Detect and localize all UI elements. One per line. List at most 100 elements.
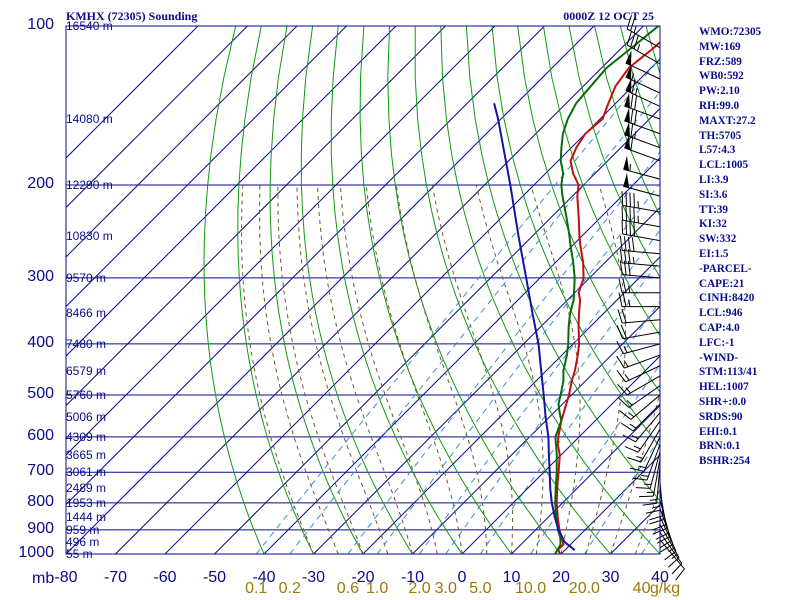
- wind-barb-half-flag: [626, 399, 633, 406]
- wind-barb-staff: [626, 44, 661, 65]
- sounding-datetime: 0000Z 12 OCT 25: [563, 9, 654, 23]
- dry-adiabat-line: [387, 26, 562, 554]
- wind-barb-flag: [631, 79, 636, 94]
- wind-barb-half-flag: [649, 498, 658, 501]
- wind-barb: [624, 134, 661, 162]
- wind-barb-flag: [627, 261, 631, 276]
- pressure-tick-label: 100: [27, 16, 54, 33]
- wind-barb: [625, 77, 661, 107]
- wind-barb-flag: [633, 221, 635, 237]
- wind-barb-flag: [630, 17, 636, 32]
- temperature-tick-label: 10: [502, 569, 521, 586]
- index-item: SHR+:0.0: [699, 395, 747, 408]
- wind-barb-staff: [622, 249, 661, 255]
- temperature-tick-label: -10: [400, 569, 425, 586]
- isotherm-line: [66, 26, 545, 506]
- wind-barb-flag: [622, 434, 636, 443]
- wind-barb: [624, 121, 661, 149]
- wind-barb: [620, 403, 661, 432]
- mixing-ratio-line: [347, 151, 660, 554]
- dry-adiabat-line: [300, 26, 413, 554]
- wind-barb-flag: [626, 15, 632, 30]
- mixing-ratio-line: [289, 91, 660, 554]
- isotherm-line: [66, 26, 248, 209]
- pressure-tick-label: 200: [27, 174, 54, 192]
- wind-barb-staff: [622, 204, 661, 213]
- wind-barb-flag: [627, 249, 631, 264]
- wind-barb-pennant: [623, 155, 630, 171]
- wind-barb-flag: [625, 220, 628, 235]
- moist-adiabat-line: [395, 184, 488, 554]
- isobar-lines: [66, 25, 660, 555]
- wind-barb-staff: [659, 516, 677, 552]
- wind-barb-flag: [623, 260, 627, 276]
- wind-barb-staff: [624, 120, 661, 135]
- height-label: 496 m: [66, 535, 100, 550]
- wind-barb-flag: [633, 35, 639, 50]
- height-label: 3061 m: [66, 465, 107, 480]
- wind-barb: [616, 365, 661, 383]
- mixing-ratio-line: [419, 229, 660, 554]
- stability-indices-panel: WMO:72305 MW:169 FRZ:589 WB0:592 PW:2.10 RH:9…: [699, 25, 761, 469]
- moist-adiabat-line: [240, 184, 314, 554]
- mixing-ratio-tick-label: 10.0: [514, 580, 547, 597]
- mixing-ratio-line: [376, 182, 660, 554]
- index-item: FRZ:589: [699, 55, 742, 68]
- index-item: STM:113/41: [699, 366, 758, 379]
- wind-barb-flag: [633, 193, 635, 208]
- index-item: MW:169: [699, 40, 741, 53]
- index-item: BRN:0.1: [699, 440, 741, 453]
- wind-barb-flag: [619, 410, 632, 420]
- wind-barb-half-flag: [628, 299, 631, 307]
- wind-barb-staff: [659, 539, 685, 570]
- wind-barb-staff: [622, 274, 661, 279]
- isotherm-line: [412, 305, 660, 554]
- moist-adiabat-line: [431, 184, 514, 554]
- index-item: MAXT:27.2: [699, 114, 756, 127]
- index-item: BSHR:254: [699, 455, 750, 468]
- wind-barb: [618, 278, 660, 294]
- wind-barb-half-flag: [625, 387, 631, 394]
- wind-barb-flag: [629, 467, 645, 472]
- dry-adiabat-line: [465, 26, 660, 502]
- wind-barb-flag: [621, 219, 624, 235]
- dewpoint-profile-line: [554, 26, 660, 554]
- height-label: 55 m: [66, 547, 93, 561]
- wind-barb-half-flag: [652, 505, 661, 509]
- wind-barb-flag: [630, 108, 634, 124]
- wind-barb-flag: [616, 355, 625, 369]
- temperature-tick-label: -50: [202, 569, 227, 586]
- wind-barb-flag: [618, 278, 623, 293]
- index-item: LCL:946: [699, 307, 743, 320]
- wind-barb-flag: [635, 487, 651, 489]
- wind-barb-half-flag: [641, 474, 649, 477]
- wind-barb-half-flag: [637, 43, 641, 52]
- isotherm-line: [66, 26, 397, 357]
- wind-barb-flag: [618, 292, 623, 307]
- wind-barb-pennant: [625, 64, 632, 80]
- wind-barb-flag: [632, 477, 648, 481]
- wind-barb-flag: [621, 191, 624, 206]
- wind-barb-staff: [649, 451, 661, 489]
- wind-barb-flag: [617, 383, 628, 396]
- wind-barb-flag: [620, 324, 627, 339]
- wind-barb-staff: [625, 365, 661, 383]
- plot-frame: [65, 25, 661, 555]
- wind-barb-staff: [640, 428, 661, 463]
- wind-barb-staff: [659, 524, 680, 558]
- wind-barb-half-flag: [633, 445, 641, 450]
- moist-adiabat-lines: [240, 184, 660, 554]
- wind-barb-flag: [619, 236, 623, 251]
- wind-barb-staff: [652, 458, 661, 497]
- index-item: PW:2.10: [699, 85, 740, 98]
- pressure-tick-label: 1000: [18, 544, 54, 561]
- mixing-ratio-tick-label: 3.0: [434, 580, 457, 597]
- moist-adiabat-line: [610, 391, 660, 554]
- wind-barb-flag: [675, 568, 685, 581]
- wind-barb-flag: [639, 495, 654, 498]
- moist-adiabat-line: [339, 184, 438, 554]
- wind-barbs: [616, 15, 685, 581]
- height-label: 4309 m: [66, 429, 107, 444]
- wind-barb-flag: [633, 207, 635, 223]
